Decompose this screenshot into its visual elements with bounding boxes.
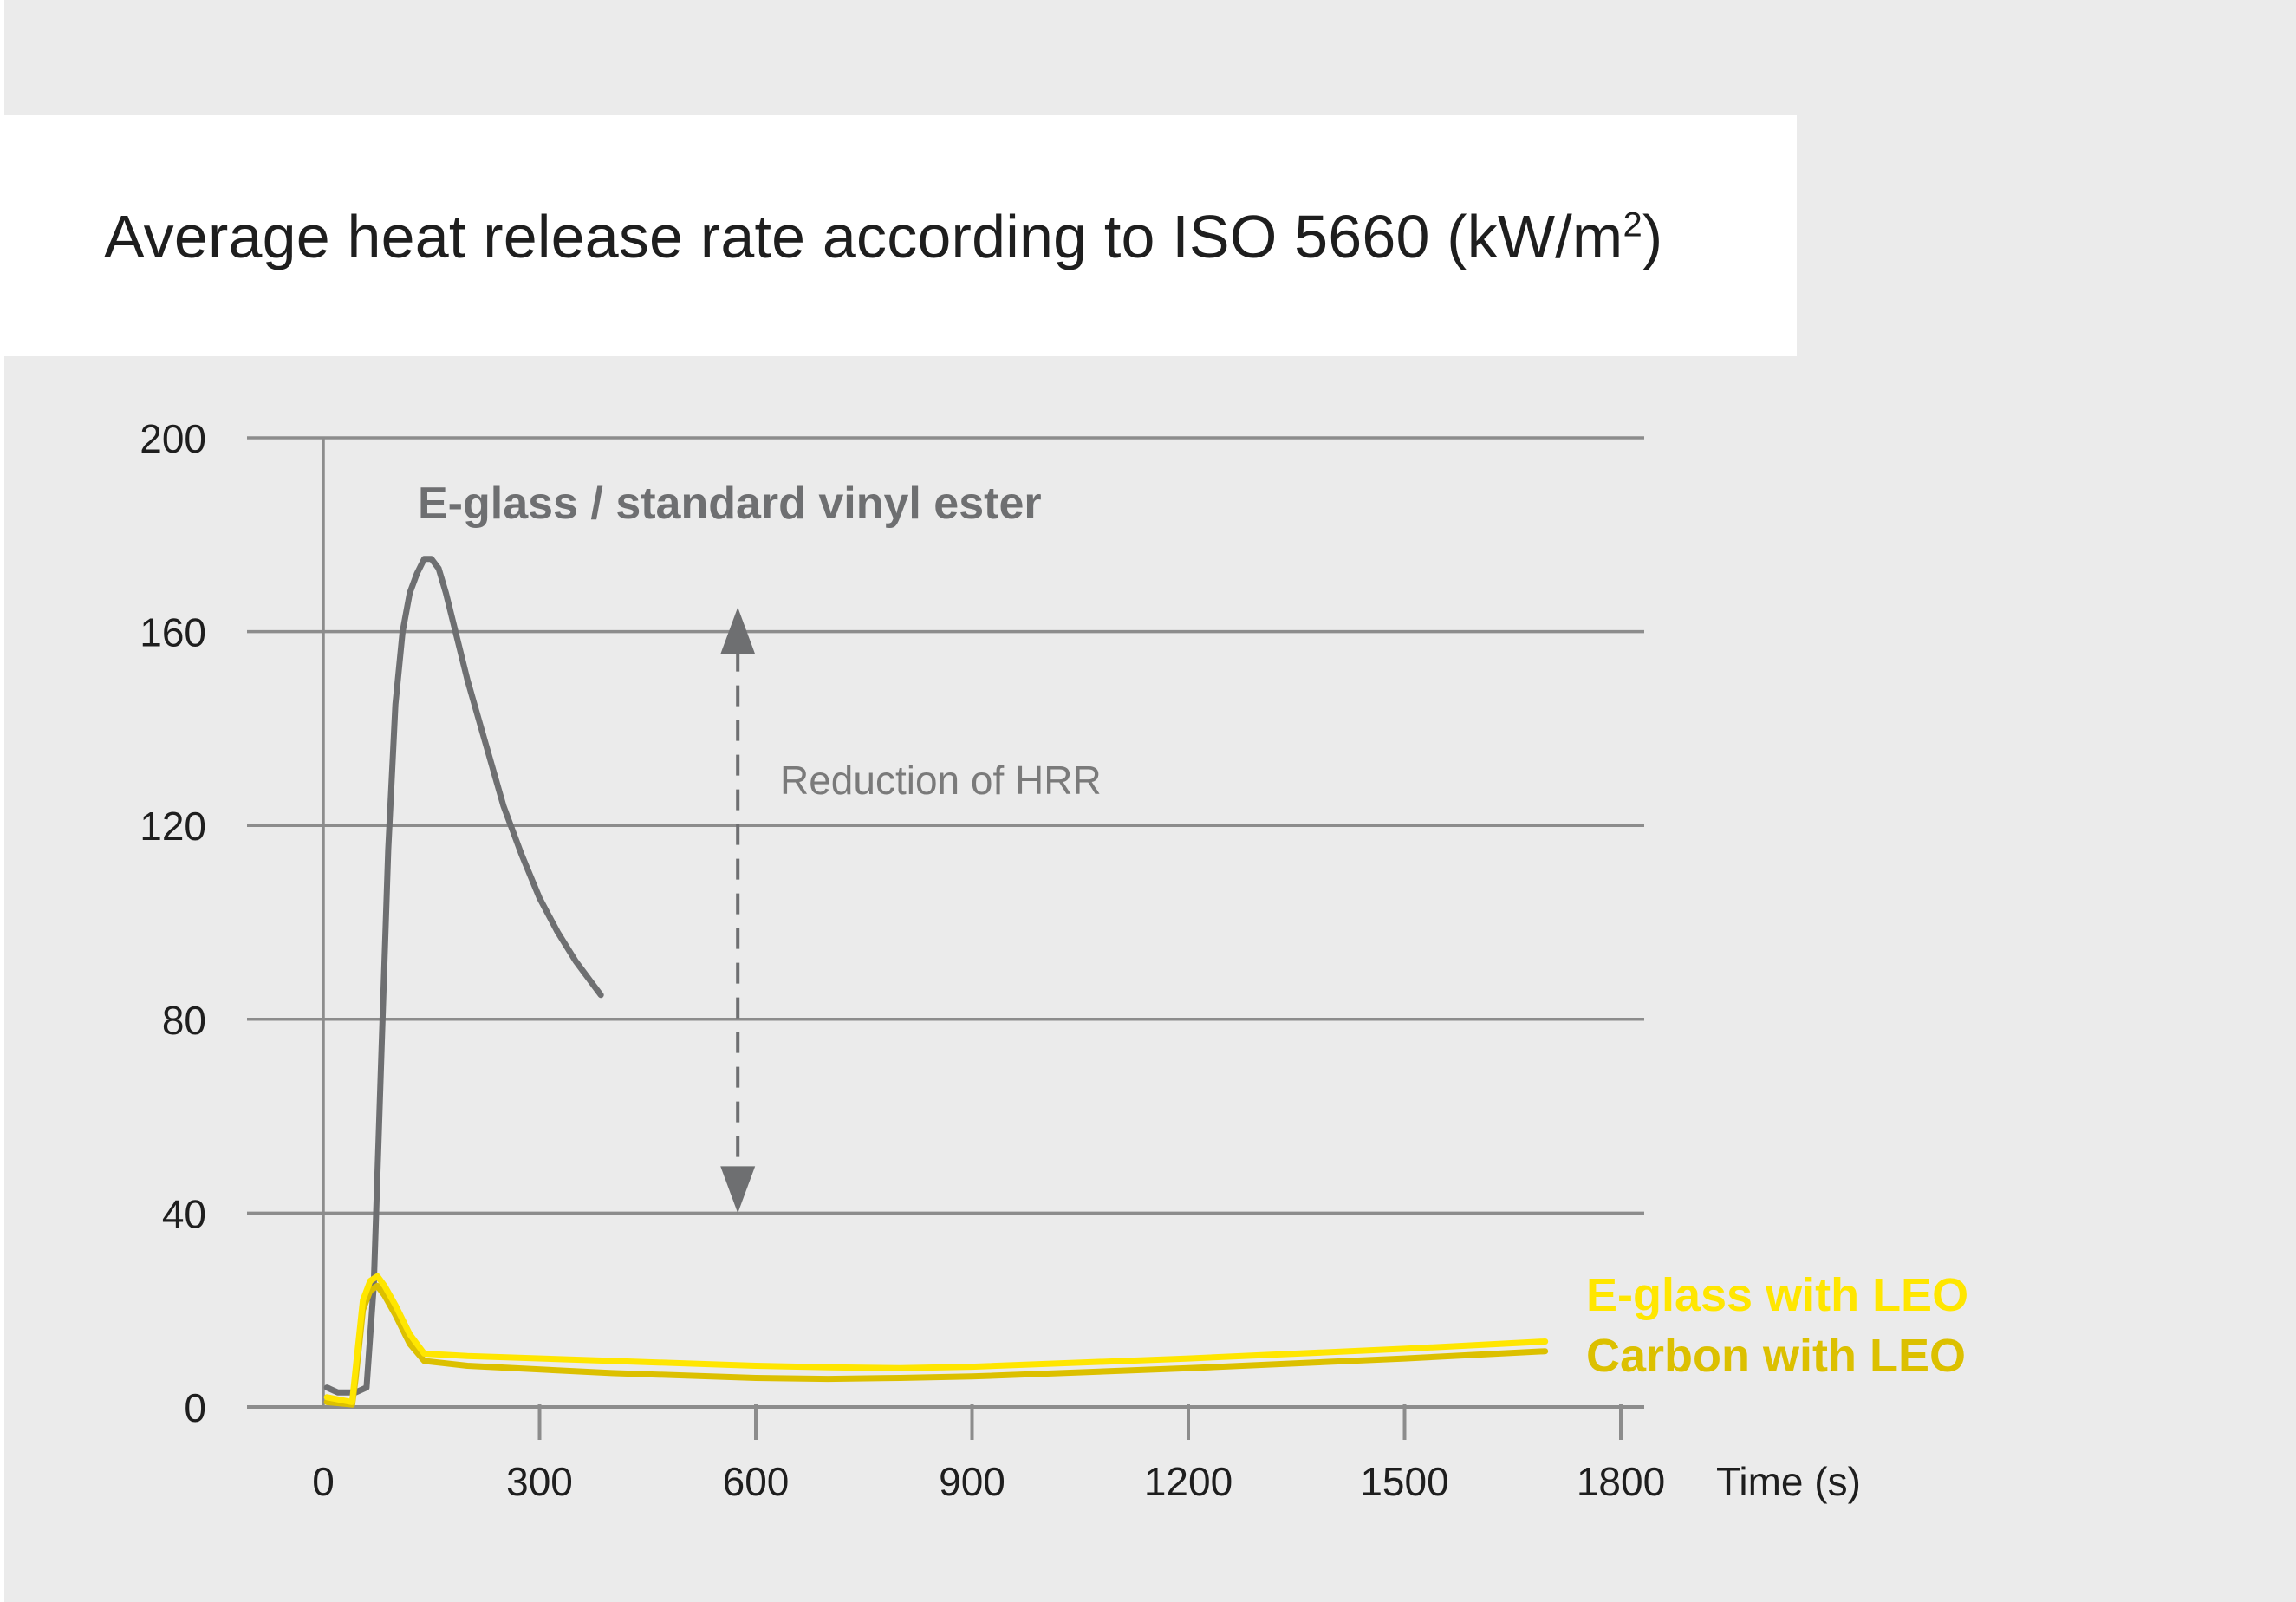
series-line bbox=[323, 556, 604, 1396]
series-line bbox=[323, 1273, 1549, 1405]
chart-title-text: Average heat release rate according to I… bbox=[104, 203, 1623, 270]
y-tick-label: 0 bbox=[184, 1385, 206, 1430]
annotation-label: Reduction of HRR bbox=[780, 758, 1102, 803]
series-label: E-glass with LEO bbox=[1586, 1269, 1968, 1321]
y-tick-label: 160 bbox=[140, 610, 206, 655]
title-banner bbox=[4, 115, 1797, 356]
x-tick-label: 900 bbox=[939, 1459, 1005, 1504]
y-tick-label: 80 bbox=[162, 998, 206, 1043]
series-layer bbox=[323, 556, 1549, 1408]
series-label: Carbon with LEO bbox=[1586, 1330, 1966, 1382]
x-axis: 0 300 600 900 1200 1500 1800 Time (s) bbox=[312, 1404, 1861, 1504]
y-tick-label: 120 bbox=[140, 804, 206, 849]
y-axis: 0 40 80 120 160 200 bbox=[140, 416, 325, 1430]
chart-title: Average heat release rate according to I… bbox=[104, 202, 1662, 271]
x-tick-label: 600 bbox=[723, 1459, 790, 1504]
series-line bbox=[323, 1282, 1549, 1408]
chart-title-suffix: ) bbox=[1642, 203, 1663, 270]
x-tick-label: 1200 bbox=[1144, 1459, 1233, 1504]
annotation-arrow-head-down bbox=[720, 1166, 756, 1214]
x-tick-label: 0 bbox=[312, 1459, 335, 1504]
series-label: E-glass / standard vinyl ester bbox=[418, 479, 1042, 529]
x-tick-label: 1500 bbox=[1360, 1459, 1448, 1504]
y-tick-label: 200 bbox=[140, 416, 206, 461]
annotation-layer: Reduction of HRR bbox=[720, 607, 1102, 1214]
annotation-arrow-head-up bbox=[720, 607, 756, 654]
x-axis-label: Time (s) bbox=[1716, 1459, 1861, 1504]
y-tick-label: 40 bbox=[162, 1191, 206, 1236]
x-tick-label: 300 bbox=[506, 1459, 573, 1504]
series-labels: E-glass / standard vinyl ester E-glass wi… bbox=[418, 479, 1968, 1382]
x-tick-label: 1800 bbox=[1577, 1459, 1665, 1504]
grid-lines bbox=[247, 436, 1644, 1409]
chart-title-superscript: 2 bbox=[1623, 205, 1642, 244]
